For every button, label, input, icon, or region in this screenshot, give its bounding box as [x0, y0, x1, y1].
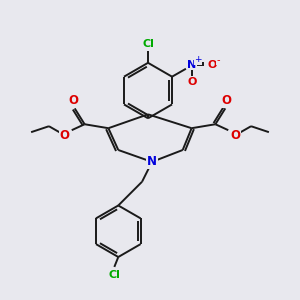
Text: Cl: Cl	[142, 39, 154, 49]
Text: O: O	[60, 129, 70, 142]
Text: Cl: Cl	[108, 270, 120, 280]
Text: +: +	[194, 55, 202, 64]
Text: N: N	[147, 155, 157, 168]
Text: O: O	[208, 60, 218, 70]
Text: O: O	[69, 94, 79, 107]
Text: -: -	[217, 55, 220, 65]
Text: O: O	[187, 76, 196, 87]
Text: O: O	[221, 94, 231, 107]
Text: O: O	[230, 129, 240, 142]
Text: N: N	[187, 60, 196, 70]
